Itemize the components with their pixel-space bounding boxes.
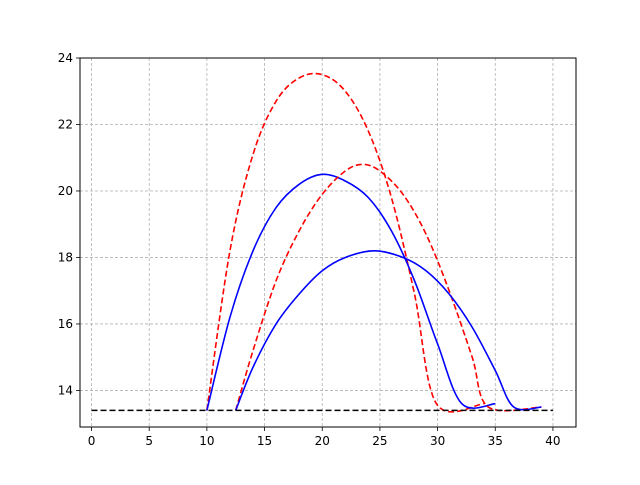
x-tick-label: 30 [430, 434, 445, 448]
y-tick-label: 22 [58, 117, 73, 131]
series-line-1 [206, 72, 484, 413]
x-tick-label: 10 [199, 434, 214, 448]
series-line-4 [234, 250, 542, 411]
x-tick-label: 0 [88, 434, 96, 448]
y-tick-label: 16 [58, 317, 73, 331]
x-tick-label: 20 [315, 434, 330, 448]
series-line-2 [206, 173, 496, 411]
x-tick-label: 35 [488, 434, 503, 448]
series-line-3 [234, 163, 542, 412]
x-tick-label: 25 [372, 434, 387, 448]
series-group [91, 72, 553, 413]
y-tick-label: 18 [58, 250, 73, 264]
y-tick-label: 24 [58, 51, 73, 65]
x-tick-label: 5 [145, 434, 153, 448]
axes-frame [79, 57, 577, 428]
ticks: 0 5 10 15 20 25 30 35 40 14 16 18 20 22 24 [58, 51, 561, 448]
y-tick-label: 14 [58, 383, 73, 397]
x-tick-label: 15 [257, 434, 272, 448]
x-tick-label: 40 [545, 434, 560, 448]
y-tick-label: 20 [58, 184, 73, 198]
